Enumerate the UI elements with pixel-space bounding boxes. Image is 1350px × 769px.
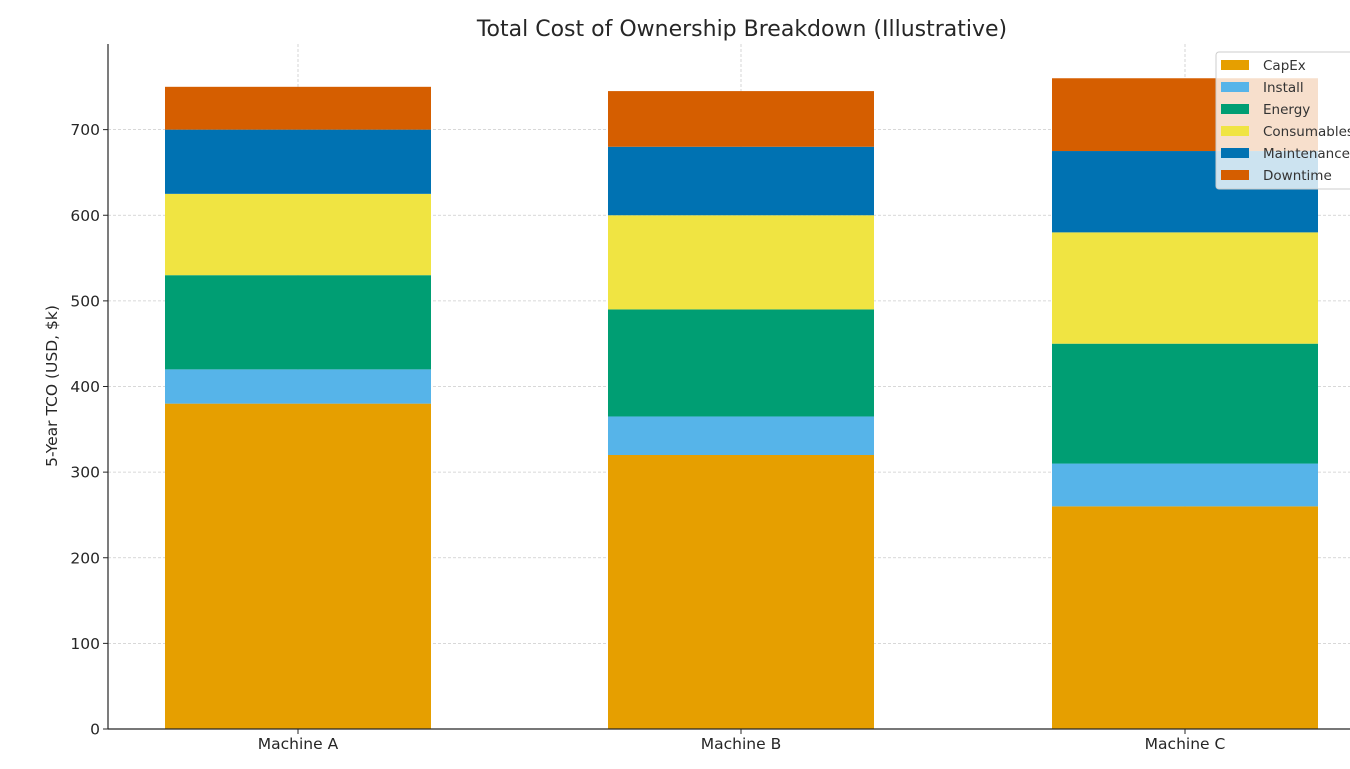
legend-label-capex: CapEx — [1263, 58, 1306, 74]
legend-label-downtime: Downtime — [1263, 168, 1332, 184]
y-tick-label: 200 — [70, 549, 100, 567]
x-tick-label: Machine B — [701, 735, 781, 753]
y-axis-label: 5-Year TCO (USD, $k) — [43, 305, 61, 467]
legend-swatch-maintenance — [1221, 148, 1249, 158]
bar-install-machine-c[interactable] — [1052, 463, 1318, 507]
bar-capex-machine-a[interactable] — [165, 403, 431, 729]
bar-install-machine-b[interactable] — [608, 416, 874, 455]
legend-swatch-energy — [1221, 104, 1249, 114]
bar-energy-machine-b[interactable] — [608, 309, 874, 417]
y-tick-label: 0 — [90, 721, 100, 739]
legend-label-install: Install — [1263, 80, 1304, 96]
legend-frame — [1215, 51, 1350, 190]
legend-swatch-downtime — [1221, 170, 1249, 180]
axes: 0 100 200 300 400 500 600 700 Machine A Machine B… — [70, 44, 1350, 753]
bar-downtime-machine-a[interactable] — [165, 86, 431, 130]
legend-swatch-install — [1221, 82, 1249, 92]
bar-consumables-machine-a[interactable] — [165, 193, 431, 276]
chart-title: Total Cost of Ownership Breakdown (Illus… — [476, 17, 1007, 42]
y-tick-label: 500 — [70, 292, 100, 310]
x-tick-label: Machine C — [1145, 735, 1226, 753]
bar-capex-machine-c[interactable] — [1052, 506, 1318, 729]
bar-energy-machine-c[interactable] — [1052, 343, 1318, 464]
y-tick-label: 400 — [70, 378, 100, 396]
bar-capex-machine-b[interactable] — [608, 455, 874, 729]
legend-label-maintenance: Maintenance — [1263, 146, 1350, 162]
bar-consumables-machine-b[interactable] — [608, 215, 874, 310]
y-tick-label: 600 — [70, 207, 100, 225]
legend-label-energy: Energy — [1263, 102, 1310, 118]
bar-energy-machine-a[interactable] — [165, 275, 431, 370]
legend-swatch-capex — [1221, 60, 1249, 70]
bars — [165, 78, 1318, 729]
legend[interactable]: CapEx Install Energy Consumables Maintenance… — [1215, 51, 1350, 190]
y-tick-label: 700 — [70, 121, 100, 139]
legend-label-consumables: Consumables — [1263, 124, 1350, 140]
bar-consumables-machine-c[interactable] — [1052, 232, 1318, 344]
bar-install-machine-a[interactable] — [165, 369, 431, 404]
bar-downtime-machine-b[interactable] — [608, 91, 874, 147]
bar-maintenance-machine-b[interactable] — [608, 146, 874, 216]
y-tick-label: 300 — [70, 464, 100, 482]
x-tick-label: Machine A — [258, 735, 339, 753]
legend-swatch-consumables — [1221, 126, 1249, 136]
y-tick-label: 100 — [70, 635, 100, 653]
bar-maintenance-machine-a[interactable] — [165, 129, 431, 194]
